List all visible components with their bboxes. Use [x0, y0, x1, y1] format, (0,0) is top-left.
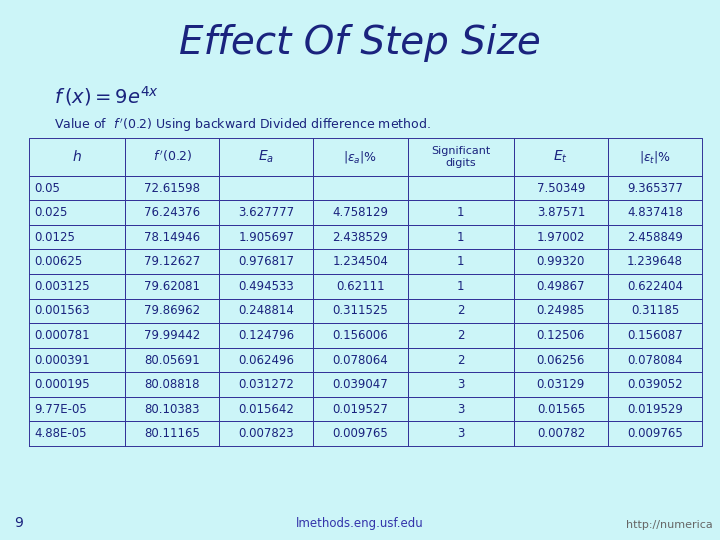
Text: 4.88E-05: 4.88E-05	[35, 427, 87, 440]
Text: 0.031272: 0.031272	[238, 378, 294, 391]
Text: 9.365377: 9.365377	[627, 181, 683, 194]
Text: 0.0125: 0.0125	[35, 231, 76, 244]
Text: 0.015642: 0.015642	[238, 403, 294, 416]
Text: 1: 1	[457, 206, 464, 219]
Text: Significant
digits: Significant digits	[431, 146, 490, 168]
Text: 0.019527: 0.019527	[333, 403, 388, 416]
Text: 0.078084: 0.078084	[627, 354, 683, 367]
Text: 9: 9	[14, 516, 23, 530]
Text: 0.01565: 0.01565	[537, 403, 585, 416]
Text: 79.99442: 79.99442	[144, 329, 200, 342]
Text: 1: 1	[457, 231, 464, 244]
Text: 0.039047: 0.039047	[333, 378, 388, 391]
Text: 0.003125: 0.003125	[35, 280, 90, 293]
Text: 80.08818: 80.08818	[145, 378, 200, 391]
Text: 0.31185: 0.31185	[631, 305, 679, 318]
Text: 79.86962: 79.86962	[144, 305, 200, 318]
Text: 0.976817: 0.976817	[238, 255, 294, 268]
Text: 9.77E-05: 9.77E-05	[35, 403, 87, 416]
Text: 0.009765: 0.009765	[333, 427, 388, 440]
Text: 3.627777: 3.627777	[238, 206, 294, 219]
Text: 0.248814: 0.248814	[238, 305, 294, 318]
Text: 0.05: 0.05	[35, 181, 60, 194]
Text: 0.007823: 0.007823	[238, 427, 294, 440]
Text: 3: 3	[457, 378, 464, 391]
Text: 1.905697: 1.905697	[238, 231, 294, 244]
Text: $f\,(x) = 9e^{4x}$: $f\,(x) = 9e^{4x}$	[54, 84, 159, 107]
Text: 0.156006: 0.156006	[333, 329, 388, 342]
Text: 0.000195: 0.000195	[35, 378, 90, 391]
Text: $h$: $h$	[72, 149, 82, 164]
Text: 2: 2	[457, 305, 464, 318]
Text: 0.494533: 0.494533	[238, 280, 294, 293]
Text: 80.11165: 80.11165	[145, 427, 200, 440]
Text: 1: 1	[457, 280, 464, 293]
Text: 0.99320: 0.99320	[536, 255, 585, 268]
Text: 4.758129: 4.758129	[333, 206, 389, 219]
Text: 79.62081: 79.62081	[144, 280, 200, 293]
Text: 0.12506: 0.12506	[536, 329, 585, 342]
Text: 0.124796: 0.124796	[238, 329, 294, 342]
Text: 3: 3	[457, 427, 464, 440]
Text: 1.239648: 1.239648	[627, 255, 683, 268]
Text: 0.00625: 0.00625	[35, 255, 83, 268]
Text: 78.14946: 78.14946	[144, 231, 200, 244]
Text: 0.000391: 0.000391	[35, 354, 90, 367]
Text: 72.61598: 72.61598	[144, 181, 200, 194]
Text: 0.311525: 0.311525	[333, 305, 388, 318]
Text: $|\varepsilon_a|\%$: $|\varepsilon_a|\%$	[343, 148, 377, 165]
Text: http://numerica: http://numerica	[626, 520, 713, 530]
Text: 0.06256: 0.06256	[536, 354, 585, 367]
Text: $E_t$: $E_t$	[554, 148, 568, 165]
Text: 2: 2	[457, 354, 464, 367]
Text: 0.019529: 0.019529	[627, 403, 683, 416]
Text: 2.458849: 2.458849	[627, 231, 683, 244]
Text: 79.12627: 79.12627	[144, 255, 200, 268]
Text: $f\,'(0.2)$: $f\,'(0.2)$	[153, 149, 192, 165]
Text: 3.87571: 3.87571	[536, 206, 585, 219]
Text: 0.03129: 0.03129	[536, 378, 585, 391]
Text: 1.97002: 1.97002	[536, 231, 585, 244]
Text: 1.234504: 1.234504	[333, 255, 388, 268]
Text: 2.438529: 2.438529	[333, 231, 388, 244]
Text: 0.00782: 0.00782	[537, 427, 585, 440]
Text: 3: 3	[457, 403, 464, 416]
Text: 0.062496: 0.062496	[238, 354, 294, 367]
Text: 0.000781: 0.000781	[35, 329, 90, 342]
Text: 0.156087: 0.156087	[627, 329, 683, 342]
Text: lmethods.eng.usf.edu: lmethods.eng.usf.edu	[296, 517, 424, 530]
Text: 0.24985: 0.24985	[536, 305, 585, 318]
Text: $|\varepsilon_t|\%$: $|\varepsilon_t|\%$	[639, 148, 671, 165]
Text: 0.039052: 0.039052	[627, 378, 683, 391]
Text: 7.50349: 7.50349	[536, 181, 585, 194]
Text: $E_a$: $E_a$	[258, 148, 274, 165]
Text: 0.62111: 0.62111	[336, 280, 384, 293]
Text: Value of  $f\,'(0.2)$ Using backward Divided difference method.: Value of $f\,'(0.2)$ Using backward Divi…	[54, 116, 431, 133]
Text: 2: 2	[457, 329, 464, 342]
Text: Effect Of Step Size: Effect Of Step Size	[179, 24, 541, 62]
Text: 0.622404: 0.622404	[627, 280, 683, 293]
Text: 0.49867: 0.49867	[536, 280, 585, 293]
Text: 80.10383: 80.10383	[145, 403, 200, 416]
Text: 1: 1	[457, 255, 464, 268]
Text: 0.078064: 0.078064	[333, 354, 388, 367]
Text: 0.001563: 0.001563	[35, 305, 90, 318]
Text: 80.05691: 80.05691	[145, 354, 200, 367]
Text: 76.24376: 76.24376	[144, 206, 200, 219]
Text: 0.025: 0.025	[35, 206, 68, 219]
Text: 0.009765: 0.009765	[627, 427, 683, 440]
Text: 4.837418: 4.837418	[627, 206, 683, 219]
